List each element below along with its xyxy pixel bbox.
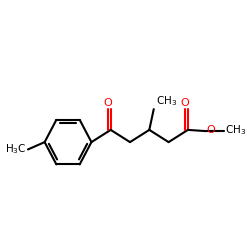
Text: O: O bbox=[181, 98, 190, 108]
Text: O: O bbox=[104, 98, 112, 108]
Text: CH$_3$: CH$_3$ bbox=[156, 94, 177, 108]
Text: CH$_3$: CH$_3$ bbox=[225, 123, 246, 137]
Text: O: O bbox=[206, 125, 215, 135]
Text: H$_3$C: H$_3$C bbox=[4, 142, 26, 156]
